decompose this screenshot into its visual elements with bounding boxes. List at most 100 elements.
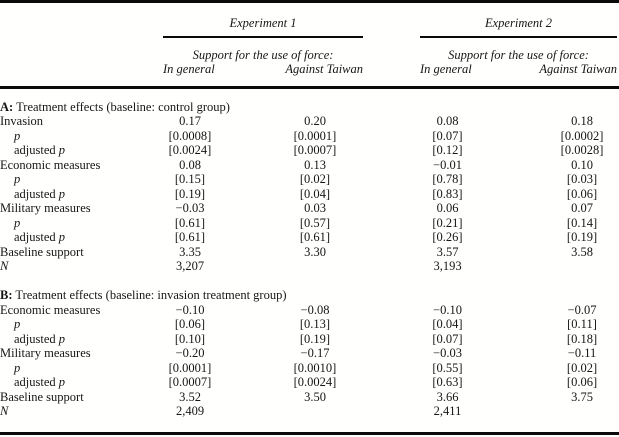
row-label-segment: p xyxy=(14,128,21,143)
table-row: Economic measures 0.08 0.13 −0.01 0.10 xyxy=(0,158,619,173)
row-label-segment: p xyxy=(58,331,66,346)
row-label: adjusted p xyxy=(0,143,130,158)
row-label: Baseline support xyxy=(0,245,130,260)
cell-value: [0.61] xyxy=(299,230,331,244)
cell-value: [0.07] xyxy=(432,128,463,143)
cell-value: 3.75 xyxy=(571,389,593,404)
cell-value: −0.01 xyxy=(433,157,462,172)
row-label-segment: Military measures xyxy=(0,346,91,360)
cell-value: 0.17 xyxy=(179,114,201,128)
cell-value: [0.03] xyxy=(566,172,598,186)
table-row: adjusted p [0.61] [0.61] [0.26] [0.19] xyxy=(0,230,619,245)
cell-value: 0.13 xyxy=(304,157,326,172)
row-label: Invasion xyxy=(0,114,130,129)
cell-value xyxy=(250,404,380,419)
row-label: N xyxy=(0,404,130,419)
cell-value: [0.63] xyxy=(432,375,463,389)
panel-header-row: B: Treatment effects (baseline: invasion… xyxy=(0,288,619,303)
cell-value: [0.07] xyxy=(432,331,463,346)
cell-value: 0.06 xyxy=(436,201,459,215)
table-row: Invasion 0.17 0.20 0.08 0.18 xyxy=(0,114,619,129)
row-label-segment: adjusted xyxy=(14,186,59,201)
cell-value: 3.52 xyxy=(179,389,201,404)
panel-letter: B: xyxy=(0,288,13,302)
cell-value: 3,207 xyxy=(175,259,205,273)
cell-value: 0.10 xyxy=(571,157,593,172)
cell-value: [0.21] xyxy=(432,215,463,230)
row-label-segment: p xyxy=(58,143,66,157)
cell-value: [0.04] xyxy=(432,317,463,331)
cell-value: 0.20 xyxy=(304,114,326,128)
cell-value: [0.0007] xyxy=(293,143,337,157)
experiment-2-column-labels: In general Against Taiwan xyxy=(420,62,617,76)
cell-value: [0.0007] xyxy=(168,375,212,389)
table-row: N 3,207 3,193 xyxy=(0,259,619,274)
cell-value: −0.17 xyxy=(300,346,330,360)
table-row: Military measures −0.20 −0.17 −0.03 −0.11 xyxy=(0,346,619,361)
cell-value: [0.0008] xyxy=(168,128,212,143)
cell-value: 0.07 xyxy=(571,201,593,215)
cell-value: 0.08 xyxy=(436,114,459,128)
experiment-1-column-group: Experiment 1 Support for the use of forc… xyxy=(163,3,363,76)
row-label-segment: adjusted xyxy=(14,143,59,157)
cell-value: [0.12] xyxy=(432,143,463,157)
cell-value: [0.0002] xyxy=(560,128,604,143)
table-row: p [0.0008] [0.0001] [0.07] [0.0002] xyxy=(0,129,619,144)
cell-value: [0.55] xyxy=(432,360,463,375)
cell-value: [0.19] xyxy=(174,186,206,201)
table-row: adjusted p [0.0007] [0.0024] [0.63] [0.06] xyxy=(0,375,619,390)
row-label: adjusted p xyxy=(0,230,130,245)
cell-value xyxy=(250,259,380,274)
row-label: p xyxy=(0,361,130,376)
row-label-segment: p xyxy=(58,375,66,389)
bottom-rule xyxy=(0,432,619,435)
cell-value: −0.10 xyxy=(433,302,462,317)
experiment-2-spanner-rule xyxy=(420,36,617,38)
panel-header-row: A: Treatment effects (baseline: control … xyxy=(0,89,619,114)
cell-value: −0.11 xyxy=(567,346,597,360)
cell-value: [0.0010] xyxy=(293,360,337,375)
row-label: adjusted p xyxy=(0,332,130,347)
cell-value: 0.08 xyxy=(179,157,201,172)
row-label: Baseline support xyxy=(0,390,130,405)
cell-value: [0.02] xyxy=(566,360,598,375)
cell-value: 3.57 xyxy=(436,244,459,259)
table-row: adjusted p [0.19] [0.04] [0.83] [0.06] xyxy=(0,187,619,202)
cell-value: [0.15] xyxy=(174,172,206,186)
cell-value: 3.50 xyxy=(304,389,326,404)
row-label: p xyxy=(0,216,130,231)
cell-value: 3.66 xyxy=(436,389,459,404)
cell-value: −0.08 xyxy=(300,302,330,317)
cell-value: 3,193 xyxy=(433,259,462,273)
cell-value: [0.61] xyxy=(174,230,206,244)
row-label: p xyxy=(0,129,130,144)
cell-value: −0.03 xyxy=(433,346,462,360)
cell-value: [0.78] xyxy=(432,172,463,186)
row-label-segment: adjusted xyxy=(14,375,59,389)
cell-value: [0.11] xyxy=(567,317,597,331)
row-label-segment: Economic measures xyxy=(0,157,101,172)
panel-spacer-row xyxy=(0,274,619,289)
cell-value: [0.83] xyxy=(432,186,463,201)
cell-value: [0.14] xyxy=(566,215,598,230)
cell-value: 2,411 xyxy=(433,404,462,418)
experiment-1-subtitle: Support for the use of force: xyxy=(192,48,334,62)
table-row: Baseline support 3.52 3.50 3.66 3.75 xyxy=(0,390,619,405)
panel-header: B: Treatment effects (baseline: invasion… xyxy=(0,288,287,302)
row-label-segment: p xyxy=(58,186,66,201)
row-label: Economic measures xyxy=(0,158,130,173)
table-row: p [0.61] [0.57] [0.21] [0.14] xyxy=(0,216,619,231)
row-label-segment: adjusted xyxy=(14,230,59,244)
experiment-1-title: Experiment 1 xyxy=(229,16,297,30)
cell-value: [0.26] xyxy=(432,230,463,244)
panel-header: A: Treatment effects (baseline: control … xyxy=(0,99,230,114)
cell-value: [0.18] xyxy=(566,331,598,346)
experiment-1-spanner-rule xyxy=(163,36,363,38)
cell-value: −0.10 xyxy=(175,302,205,317)
table-row: p [0.15] [0.02] [0.78] [0.03] xyxy=(0,172,619,187)
experiment-2-title: Experiment 2 xyxy=(485,16,552,30)
row-label-segment: p xyxy=(14,172,21,186)
cell-value: [0.19] xyxy=(566,230,598,244)
table-row: adjusted p [0.10] [0.19] [0.07] [0.18] xyxy=(0,332,619,347)
